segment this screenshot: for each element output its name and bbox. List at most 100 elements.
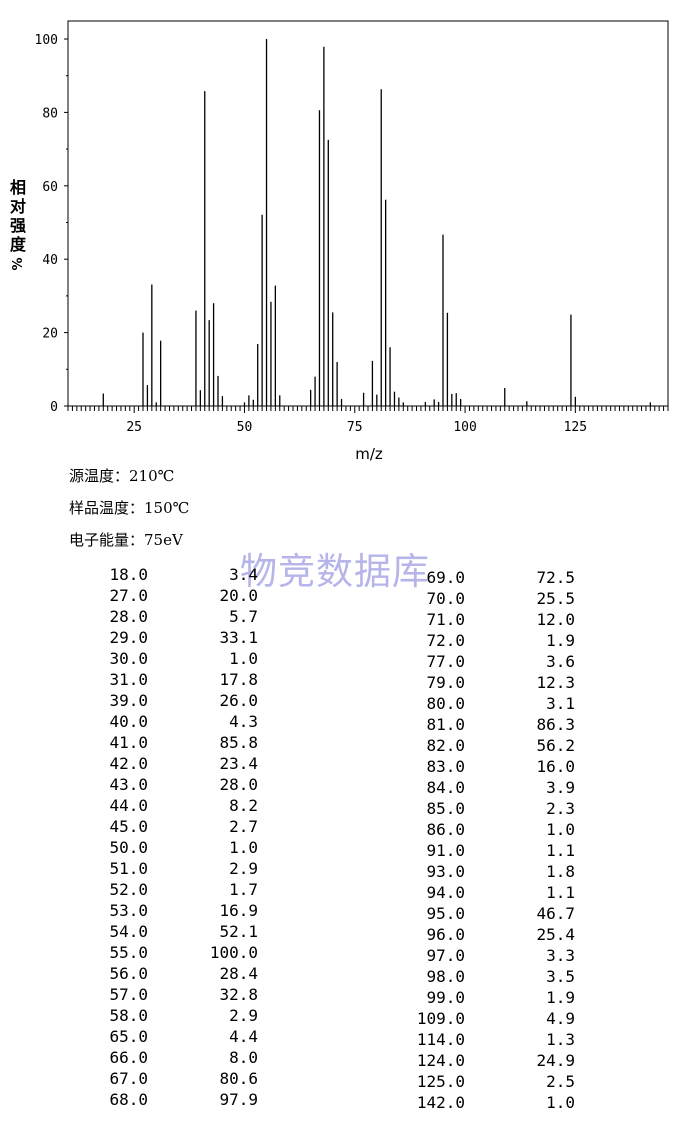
peak-intensity: 1.0: [546, 1093, 575, 1112]
x-tick-label: 50: [237, 420, 253, 435]
peak-intensity: 2.9: [229, 1006, 258, 1025]
sample-temperature: 样品温度：150℃: [69, 499, 190, 517]
peak-row: 109.0 4.9: [0, 1009, 678, 1029]
peak-row: 84.0 3.9: [0, 778, 678, 798]
x-axis-label: m/z: [355, 445, 383, 463]
peak-row: 124.0 24.9: [0, 1051, 678, 1071]
peak-mz: 41.0: [109, 733, 148, 752]
peak-row: 51.0 2.9: [0, 859, 678, 879]
peak-intensity: 80.6: [219, 1069, 258, 1088]
peak-mz: 124.0: [416, 1051, 465, 1070]
peak-row: 66.0 8.0: [0, 1048, 678, 1068]
peak-intensity: 24.9: [536, 1051, 575, 1070]
peak-row: 82.0 56.2: [0, 736, 678, 756]
peak-intensity: 4.9: [546, 1009, 575, 1028]
peak-intensity: 25.5: [536, 589, 575, 608]
y-tick-label: 80: [42, 106, 58, 121]
peak-row: 39.0 26.0: [0, 691, 678, 711]
peak-row: 97.0 3.3: [0, 946, 678, 966]
peak-row: 53.0 16.9: [0, 901, 678, 921]
peak-row: 142.0 1.0: [0, 1093, 678, 1113]
peak-row: 67.0 80.6: [0, 1069, 678, 1089]
x-tick-label: 25: [126, 420, 142, 435]
peak-row: 85.0 2.3: [0, 799, 678, 819]
peak-intensity: 100.0: [209, 943, 258, 962]
peak-row: 94.0 1.1: [0, 883, 678, 903]
peak-row: 93.0 1.8: [0, 862, 678, 882]
peak-mz: 40.0: [109, 712, 148, 731]
peak-mz: 109.0: [416, 1009, 465, 1028]
peak-intensity: 3.3: [546, 946, 575, 965]
peak-mz: 65.0: [109, 1027, 148, 1046]
peak-mz: 71.0: [426, 610, 465, 629]
y-axis-label-char: 强: [10, 216, 26, 235]
peak-intensity: 28.0: [219, 775, 258, 794]
peak-mz: 114.0: [416, 1030, 465, 1049]
peak-mz: 58.0: [109, 1006, 148, 1025]
peak-intensity: 1.1: [546, 883, 575, 902]
peak-intensity: 1.0: [229, 838, 258, 857]
peak-mz: 29.0: [109, 628, 148, 647]
peak-intensity: 3.5: [546, 967, 575, 986]
x-tick-label: 75: [347, 420, 363, 435]
peak-intensity: 32.8: [219, 985, 258, 1004]
peak-mz: 83.0: [426, 757, 465, 776]
peak-mz: 68.0: [109, 1090, 148, 1109]
peak-intensity: 46.7: [536, 904, 575, 923]
peak-row: 72.0 1.9: [0, 631, 678, 651]
peak-mz: 93.0: [426, 862, 465, 881]
peak-row: 31.0 17.8: [0, 670, 678, 690]
peak-mz: 86.0: [426, 820, 465, 839]
peak-mz: 66.0: [109, 1048, 148, 1067]
peak-row: 55.0 100.0: [0, 943, 678, 963]
peak-mz: 84.0: [426, 778, 465, 797]
peak-mz: 27.0: [109, 586, 148, 605]
peak-mz: 125.0: [416, 1072, 465, 1091]
peak-intensity: 5.7: [229, 607, 258, 626]
y-tick-label: 60: [42, 180, 58, 195]
peak-row: 77.0 3.6: [0, 652, 678, 672]
peak-mz: 70.0: [426, 589, 465, 608]
peak-intensity: 12.3: [536, 673, 575, 692]
peak-mz: 95.0: [426, 904, 465, 923]
peak-intensity: 1.0: [229, 649, 258, 668]
peak-mz: 54.0: [109, 922, 148, 941]
peak-row: 71.0 12.0: [0, 610, 678, 630]
peak-mz: 30.0: [109, 649, 148, 668]
peak-mz: 72.0: [426, 631, 465, 650]
peak-mz: 50.0: [109, 838, 148, 857]
peak-row: 18.0 3.4: [0, 565, 678, 585]
y-axis-label-char: 相: [10, 178, 26, 197]
peak-intensity: 3.9: [546, 778, 575, 797]
peak-row: 50.0 1.0: [0, 838, 678, 858]
peak-intensity: 4.4: [229, 1027, 258, 1046]
peak-row: 40.0 4.3: [0, 712, 678, 732]
peak-intensity: 2.5: [546, 1072, 575, 1091]
y-tick-label: 100: [35, 33, 58, 48]
y-tick-label: 20: [42, 327, 58, 342]
peak-intensity: 33.1: [219, 628, 258, 647]
y-tick-label: 0: [50, 400, 58, 415]
peak-row: 125.0 2.5: [0, 1072, 678, 1092]
peak-row: 80.0 3.1: [0, 694, 678, 714]
peak-mz: 97.0: [426, 946, 465, 965]
peak-row: 30.0 1.0: [0, 649, 678, 669]
peak-mz: 82.0: [426, 736, 465, 755]
peak-mz: 39.0: [109, 691, 148, 710]
peak-row: 27.0 20.0: [0, 586, 678, 606]
x-tick-label: 125: [564, 420, 587, 435]
peak-intensity: 25.4: [536, 925, 575, 944]
peak-mz: 52.0: [109, 880, 148, 899]
peak-intensity: 17.8: [219, 670, 258, 689]
peak-row: 57.0 32.8: [0, 985, 678, 1005]
peak-intensity: 52.1: [219, 922, 258, 941]
peak-intensity: 1.7: [229, 880, 258, 899]
y-tick-label: 40: [42, 253, 58, 268]
peak-row: 58.0 2.9: [0, 1006, 678, 1026]
peak-mz: 142.0: [416, 1093, 465, 1112]
peak-intensity: 16.9: [219, 901, 258, 920]
peak-row: 41.0 85.8: [0, 733, 678, 753]
peak-intensity: 2.7: [229, 817, 258, 836]
peak-mz: 94.0: [426, 883, 465, 902]
